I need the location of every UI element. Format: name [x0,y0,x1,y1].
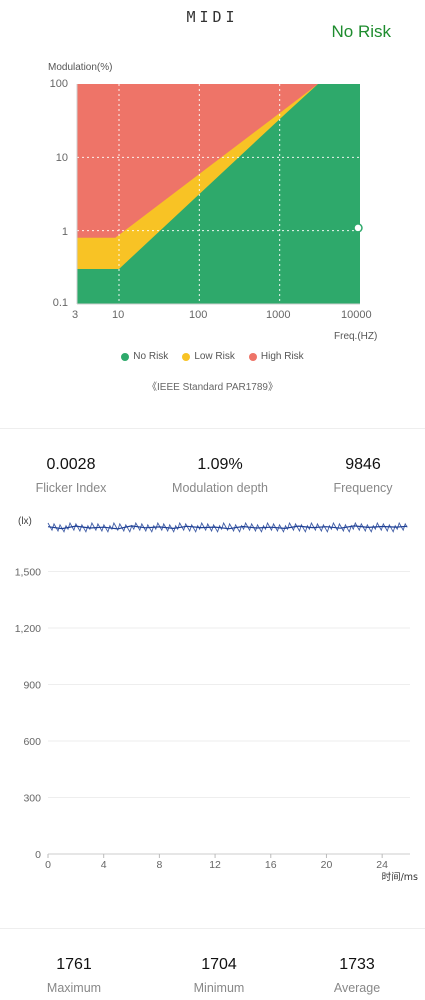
y-tick-0-1: 0.1 [52,297,68,309]
wave-y-tick: 600 [23,736,41,748]
wave-series-line [47,525,408,530]
stat-label: Average [333,981,381,995]
wave-y-tick: 0 [35,849,41,861]
device-name: MIDI [186,8,239,26]
stat-average: 1733 Average [286,956,425,995]
risk-chart-xlabel: Freq.(HZ) [334,331,378,342]
divider-top [0,428,425,429]
legend-dot-low-risk [182,352,191,361]
stat-label: Modulation depth [172,481,268,495]
stat-value: 1761 [56,956,92,973]
wave-y-tick: 1,500 [15,567,41,579]
risk-chart [76,84,363,305]
divider-bottom [0,928,425,929]
measured-point-marker [353,223,363,233]
risk-status-label: No Risk [331,22,391,41]
stat-frequency: 9846 Frequency [292,456,425,495]
legend-label-low-risk: Low Risk [194,351,235,362]
stat-value: 1733 [339,956,375,973]
standard-note: 《IEEE Standard PAR1789》 [147,382,278,393]
x-tick-3: 3 [72,309,79,321]
x-tick-1000: 1000 [266,309,291,321]
stat-modulation-depth: 1.09% Modulation depth [149,456,291,495]
wave-y-tick: 1,200 [15,623,41,635]
wave-xlabel: 时间/ms [382,871,418,883]
risk-chart-ylabel: Modulation(%) [48,62,113,73]
x-tick-100: 100 [189,309,208,321]
legend-item-no-risk: No Risk [121,351,168,362]
wave-series-noise [47,521,408,533]
stat-label: Maximum [46,981,102,995]
wave-x-tick: 8 [156,859,162,871]
legend-dot-high-risk [248,352,257,361]
stat-flicker-index: 0.0028 Flicker Index [0,456,142,495]
legend-label-high-risk: High Risk [260,351,304,362]
legend-label-no-risk: No Risk [133,351,169,362]
stat-value: 1.09% [197,456,243,473]
stat-value: 0.0028 [46,456,96,473]
wave-x-tick: 12 [209,859,221,871]
wave-x-tick: 0 [45,859,51,871]
legend-dot-no-risk [121,352,130,361]
wave-x-tick: 4 [101,859,107,871]
stat-label: Flicker Index [35,481,107,495]
risk-legend: No Risk Low Risk High Risk [0,351,425,362]
wave-x-tick: 16 [265,859,277,871]
wave-y-tick: 300 [23,793,41,805]
wave-x-tick: 24 [376,859,388,871]
stat-label: Frequency [333,481,393,495]
y-tick-100: 100 [49,78,68,90]
legend-item-high-risk: High Risk [248,351,304,362]
stat-value: 9846 [345,456,381,473]
stat-maximum: 1761 Maximum [3,956,145,995]
y-tick-10: 10 [55,152,68,164]
wave-ylabel: (lx) [18,516,32,527]
legend-item-low-risk: Low Risk [182,351,235,362]
no-risk-zone [77,84,360,304]
wave-x-tick: 20 [321,859,333,871]
wave-y-tick: 900 [23,680,41,692]
stat-minimum: 1704 Minimum [148,956,290,995]
y-tick-1: 1 [61,226,68,238]
stat-value: 1704 [201,956,237,973]
stat-label: Minimum [193,981,245,995]
x-tick-10000: 10000 [341,309,372,321]
x-tick-10: 10 [112,309,125,321]
